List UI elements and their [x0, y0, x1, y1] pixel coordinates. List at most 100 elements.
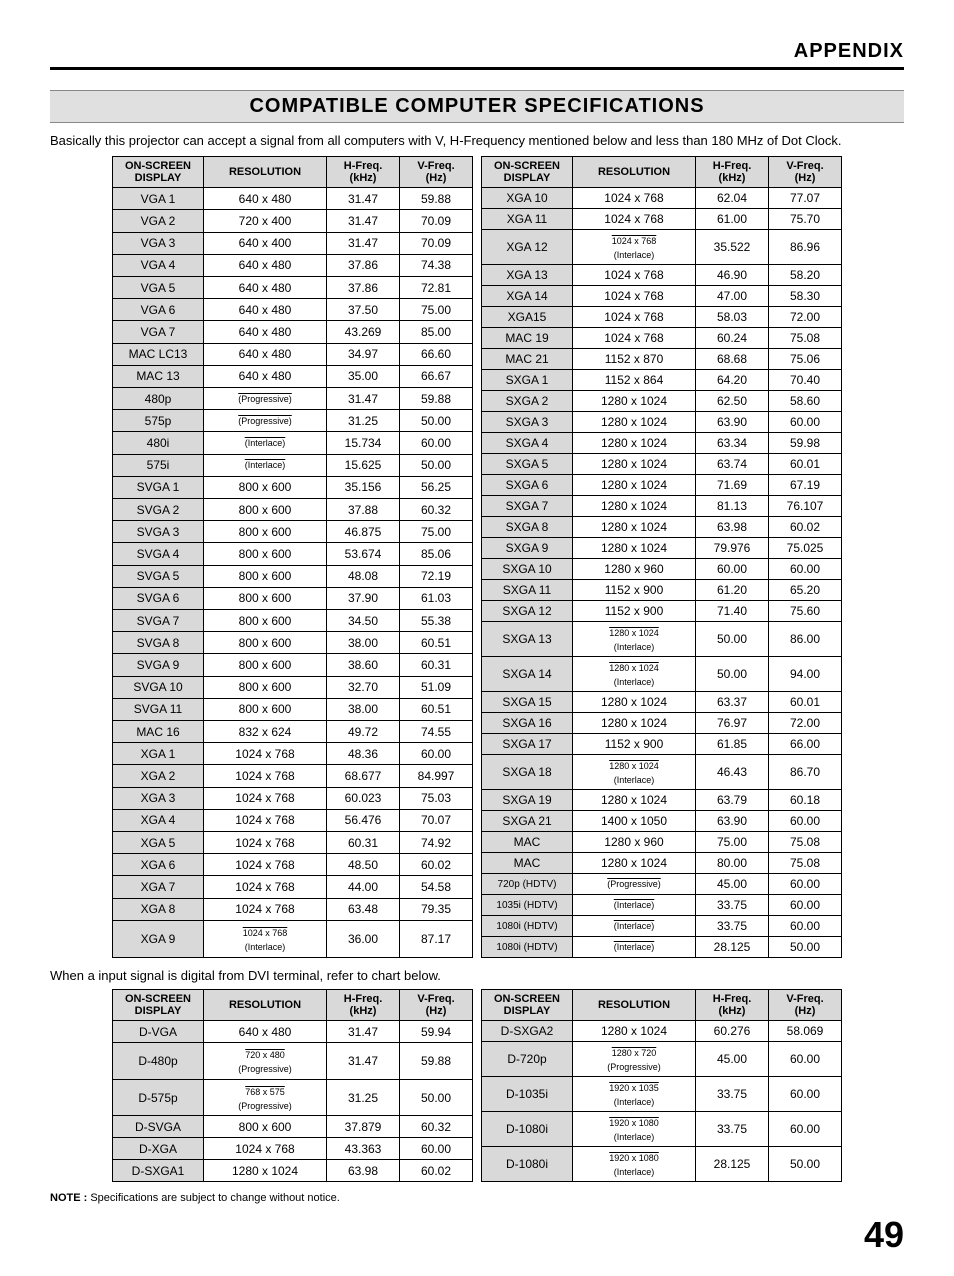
table-row: SXGA 31280 x 102463.9060.00 [482, 412, 842, 433]
table-row: MAC1280 x 96075.0075.08 [482, 832, 842, 853]
cell-display: 575p [113, 410, 204, 432]
cell-vfreq: 56.25 [400, 476, 473, 498]
cell-display: XGA 2 [113, 765, 204, 787]
cell-display: XGA 11 [482, 209, 573, 230]
table-row: SXGA 91280 x 102479.97675.025 [482, 538, 842, 559]
cell-display: MAC [482, 832, 573, 853]
cell-vfreq: 87.17 [400, 920, 473, 957]
cell-vfreq: 66.60 [400, 343, 473, 365]
cell-resolution: 1024 x 768 [573, 188, 696, 209]
cell-display: SVGA 2 [113, 499, 204, 521]
cell-resolution: 640 x 480 [204, 365, 327, 387]
cell-resolution: 640 x 480 [204, 343, 327, 365]
cell-hfreq: 31.47 [327, 1043, 400, 1080]
cell-vfreq: 60.00 [400, 1138, 473, 1160]
table-row: SXGA 131280 x 1024(Interlace)50.0086.00 [482, 622, 842, 657]
table-row: D-VGA640 x 48031.4759.94 [113, 1021, 473, 1043]
cell-vfreq: 86.00 [769, 622, 842, 657]
table-row: SVGA 11800 x 60038.0060.51 [113, 698, 473, 720]
table-row: SVGA 8800 x 60038.0060.51 [113, 632, 473, 654]
cell-vfreq: 70.40 [769, 370, 842, 391]
cell-hfreq: 62.04 [696, 188, 769, 209]
cell-resolution: 640 x 480 [204, 254, 327, 276]
col-vfreq: V-Freq.(Hz) [400, 990, 473, 1021]
cell-hfreq: 62.50 [696, 391, 769, 412]
cell-display: XGA15 [482, 307, 573, 328]
cell-display: SXGA 18 [482, 755, 573, 790]
cell-hfreq: 31.25 [327, 1079, 400, 1116]
cell-resolution: 1280 x 1024 [573, 433, 696, 454]
cell-display: D-1080i [482, 1112, 573, 1147]
table-row: VGA 4640 x 48037.8674.38 [113, 254, 473, 276]
table-row: SXGA 61280 x 102471.6967.19 [482, 475, 842, 496]
cell-resolution: 640 x 480 [204, 299, 327, 321]
cell-hfreq: 46.43 [696, 755, 769, 790]
cell-vfreq: 75.70 [769, 209, 842, 230]
table-row: XGA 81024 x 76863.4879.35 [113, 898, 473, 920]
cell-hfreq: 48.50 [327, 854, 400, 876]
cell-hfreq: 31.47 [327, 388, 400, 410]
cell-hfreq: 33.75 [696, 895, 769, 916]
cell-hfreq: 33.75 [696, 916, 769, 937]
cell-display: SVGA 1 [113, 476, 204, 498]
table-row: SXGA 181280 x 1024(Interlace)46.4386.70 [482, 755, 842, 790]
cell-hfreq: 60.276 [696, 1021, 769, 1042]
cell-hfreq: 46.875 [327, 521, 400, 543]
cell-display: 1035i (HDTV) [482, 895, 573, 916]
cell-resolution: 1152 x 900 [573, 580, 696, 601]
cell-hfreq: 32.70 [327, 676, 400, 698]
cell-display: XGA 13 [482, 265, 573, 286]
cell-vfreq: 50.00 [769, 937, 842, 958]
cell-display: SVGA 6 [113, 587, 204, 609]
cell-resolution: 1024 x 768 [204, 787, 327, 809]
col-resolution: RESOLUTION [204, 157, 327, 188]
cell-vfreq: 75.60 [769, 601, 842, 622]
table-row: XGA 91024 x 768(Interlace)36.0087.17 [113, 920, 473, 957]
cell-resolution: 1280 x 1024(Interlace) [573, 755, 696, 790]
table-row: SVGA 1800 x 60035.15656.25 [113, 476, 473, 498]
cell-display: 480i [113, 432, 204, 454]
table-row: VGA 6640 x 48037.5075.00 [113, 299, 473, 321]
cell-display: SXGA 2 [482, 391, 573, 412]
cell-hfreq: 60.00 [696, 559, 769, 580]
table-row: 720p (HDTV)(Progressive)45.0060.00 [482, 874, 842, 895]
cell-display: XGA 4 [113, 809, 204, 831]
cell-resolution: 1280 x 1024 [573, 853, 696, 874]
cell-vfreq: 50.00 [769, 1147, 842, 1182]
cell-resolution: 1280 x 960 [573, 832, 696, 853]
cell-resolution: 1280 x 1024(Interlace) [573, 657, 696, 692]
cell-vfreq: 61.03 [400, 587, 473, 609]
table-row: MAC 211152 x 87068.6875.06 [482, 349, 842, 370]
cell-display: SVGA 8 [113, 632, 204, 654]
cell-display: 1080i (HDTV) [482, 916, 573, 937]
cell-vfreq: 59.98 [769, 433, 842, 454]
cell-display: D-SVGA [113, 1116, 204, 1138]
cell-vfreq: 60.31 [400, 654, 473, 676]
table-row: XGA 61024 x 76848.5060.02 [113, 854, 473, 876]
table-row: SVGA 4800 x 60053.67485.06 [113, 543, 473, 565]
cell-resolution: 1024 x 768 [204, 743, 327, 765]
cell-display: XGA 3 [113, 787, 204, 809]
col-display: ON-SCREENDISPLAY [482, 990, 573, 1021]
col-display: ON-SCREENDISPLAY [113, 157, 204, 188]
cell-resolution: 1280 x 1024 [573, 790, 696, 811]
cell-hfreq: 15.734 [327, 432, 400, 454]
cell-resolution: 1152 x 900 [573, 601, 696, 622]
cell-resolution: 800 x 600 [204, 499, 327, 521]
table-row: XGA 141024 x 76847.0058.30 [482, 286, 842, 307]
cell-hfreq: 71.40 [696, 601, 769, 622]
cell-resolution: 1280 x 1024 [573, 517, 696, 538]
table-row: SXGA 51280 x 102463.7460.01 [482, 454, 842, 475]
cell-vfreq: 59.88 [400, 188, 473, 210]
cell-display: VGA 5 [113, 277, 204, 299]
table-row: D-575p768 x 575(Progressive)31.2550.00 [113, 1079, 473, 1116]
cell-hfreq: 37.86 [327, 254, 400, 276]
cell-resolution: 1024 x 768 [204, 1138, 327, 1160]
cell-resolution: 640 x 480 [204, 188, 327, 210]
cell-hfreq: 49.72 [327, 721, 400, 743]
cell-hfreq: 37.86 [327, 277, 400, 299]
table-row: SXGA 171152 x 90061.8566.00 [482, 734, 842, 755]
cell-display: XGA 6 [113, 854, 204, 876]
cell-display: SXGA 17 [482, 734, 573, 755]
cell-vfreq: 70.09 [400, 232, 473, 254]
